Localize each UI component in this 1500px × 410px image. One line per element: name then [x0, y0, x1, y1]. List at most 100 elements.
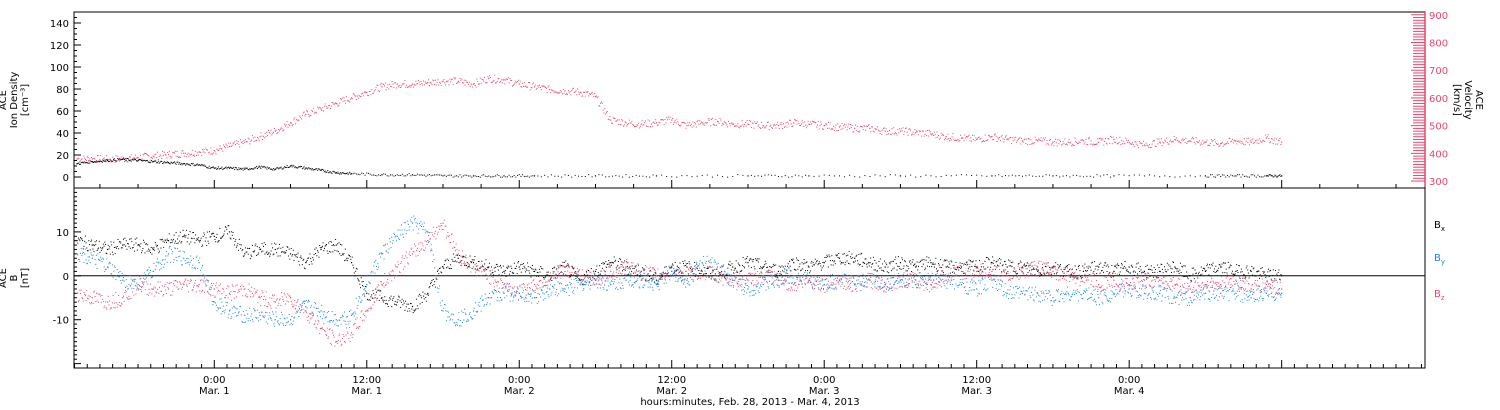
bz-point	[750, 283, 752, 285]
velocity-point	[818, 128, 820, 130]
density-point	[290, 164, 292, 166]
velocity-point	[755, 123, 757, 125]
bz-point	[261, 290, 263, 292]
bz-point	[132, 280, 134, 282]
density-point	[1008, 175, 1010, 177]
bz-point	[93, 290, 95, 292]
bz-point	[384, 284, 386, 286]
bz-point	[465, 254, 467, 256]
bx-point	[794, 269, 796, 271]
bz-point	[519, 284, 521, 286]
bz-point	[424, 240, 426, 242]
bx-point	[421, 302, 423, 304]
bx-point	[512, 272, 514, 274]
velocity-point	[190, 153, 192, 155]
bz-point	[278, 302, 280, 304]
bz-point	[152, 288, 154, 290]
velocity-point	[869, 127, 871, 130]
bz-point	[197, 286, 199, 288]
bx-point	[802, 268, 804, 270]
velocity-point	[1119, 136, 1121, 138]
bx-point	[552, 268, 554, 270]
velocity-point	[301, 118, 303, 120]
bz-point	[80, 292, 82, 294]
bz-point	[545, 284, 547, 286]
velocity-point	[716, 120, 719, 123]
bx-point	[1000, 259, 1002, 261]
bz-point	[243, 288, 245, 290]
bx-point	[1048, 272, 1050, 274]
bz-point	[352, 334, 354, 336]
velocity-point	[1265, 137, 1268, 139]
bz-point	[204, 291, 206, 293]
density-point	[417, 173, 419, 175]
bz-point	[609, 267, 611, 269]
bx-point	[139, 246, 141, 248]
bz-point	[291, 303, 293, 305]
bx-point	[1256, 271, 1258, 273]
bx-point	[1035, 268, 1037, 270]
density-point	[142, 160, 144, 162]
bx-point	[1103, 271, 1105, 273]
density-point	[420, 174, 422, 176]
bx-point	[226, 228, 228, 230]
velocity-point	[1193, 141, 1195, 143]
bx-point	[1018, 262, 1020, 264]
velocity-point	[877, 129, 879, 131]
velocity-tick-label: 400	[1429, 149, 1448, 160]
bx-point	[926, 265, 928, 267]
bz-point	[82, 300, 84, 302]
density-point	[100, 160, 102, 162]
bz-point	[709, 265, 711, 267]
velocity-point	[955, 139, 957, 141]
bx-point	[924, 269, 926, 271]
bx-point	[547, 271, 549, 273]
bz-point	[276, 298, 278, 300]
velocity-point	[1263, 140, 1265, 142]
bx-point	[391, 306, 393, 308]
bx-point	[961, 263, 963, 265]
velocity-point	[851, 124, 853, 126]
density-point	[212, 166, 214, 168]
bz-point	[504, 286, 506, 288]
density-point	[1138, 174, 1140, 176]
bx-point	[779, 274, 781, 276]
velocity-point	[80, 158, 82, 160]
velocity-point	[430, 82, 432, 84]
velocity-point	[905, 128, 907, 130]
bx-point	[1243, 274, 1245, 276]
bx-point	[865, 258, 867, 260]
bx-point	[1039, 275, 1041, 277]
velocity-point	[748, 124, 750, 126]
density-point	[109, 159, 111, 161]
bx-point	[1067, 270, 1069, 273]
bx-point	[1122, 267, 1124, 269]
velocity-point	[986, 140, 988, 142]
top-panel-frame	[73, 11, 1426, 189]
bx-point	[321, 247, 323, 249]
bx-point	[1215, 265, 1217, 267]
bx-point	[669, 267, 671, 269]
density-point	[401, 173, 403, 175]
bz-point	[235, 285, 237, 287]
bx-point	[278, 243, 280, 245]
bx-point	[508, 266, 510, 268]
bz-point	[430, 243, 432, 245]
velocity-point	[364, 91, 366, 93]
bx-point	[1130, 264, 1132, 266]
bx-point	[254, 245, 256, 247]
bx-point	[1238, 265, 1240, 267]
bx-point	[1143, 271, 1145, 273]
bx-point	[429, 286, 431, 288]
bx-point	[308, 264, 310, 266]
density-point	[1270, 174, 1272, 176]
velocity-point	[1276, 138, 1278, 140]
density-point	[413, 174, 415, 176]
bx-point	[919, 272, 921, 274]
bx-point	[1206, 265, 1208, 267]
velocity-point	[890, 134, 892, 136]
bx-point	[448, 259, 450, 261]
velocity-point	[337, 105, 339, 107]
bz-point	[701, 270, 703, 273]
bz-point	[483, 270, 485, 272]
